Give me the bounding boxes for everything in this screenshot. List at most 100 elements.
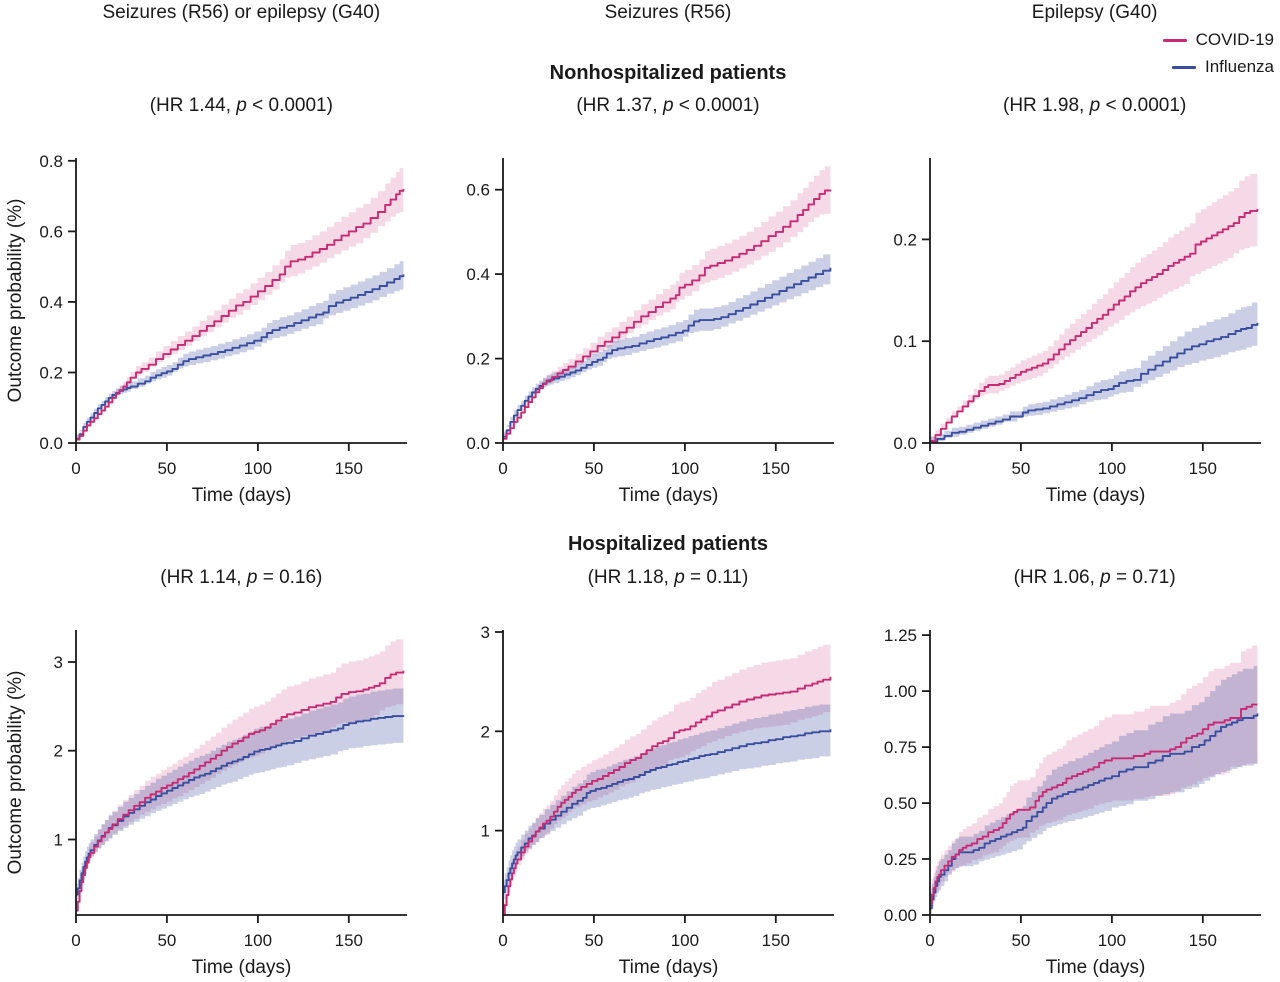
y-axis-label: Outcome probability (%) [5, 199, 26, 403]
column-title-seizures: Seizures (R56) [604, 2, 732, 23]
y-tick-label: 1 [481, 822, 490, 841]
section-title-nonhospitalized: Nonhospitalized patients [549, 62, 787, 84]
x-tick-label: 100 [1098, 459, 1126, 478]
column-title-epilepsy: Epilepsy (G40) [1031, 2, 1158, 23]
x-tick-label: 100 [1098, 931, 1126, 950]
x-axis-label: Time (days) [619, 485, 719, 506]
y-tick-label: 0.2 [39, 364, 63, 383]
x-tick-label: 0 [925, 931, 934, 950]
influenza-confidence-band [930, 300, 1258, 443]
panel-row-nonhospitalized: 0.0 0.2 0.4 0.6 0.8 0 50 100 150 Time (days) Outco… [0, 148, 1280, 506]
hr-annotation-nonhosp-seizures: (HR 1.37, p < 0.0001) [576, 95, 760, 116]
x-axis-label: Time (days) [1046, 485, 1146, 506]
covid-curve [930, 703, 1258, 905]
y-tick-label: 0.50 [884, 794, 917, 813]
covid-confidence-band [76, 637, 404, 915]
y-tick-label: 2 [481, 722, 490, 741]
hr-annotation-nonhosp-combined: (HR 1.44, p < 0.0001) [149, 95, 333, 116]
y-tick-label: 0.2 [466, 350, 490, 369]
panel-row-hospitalized: 1 2 3 0 50 100 150 Time (days) Outcome probabili… [0, 620, 1280, 978]
hr-annotation-hosp-seizures: (HR 1.18, p = 0.11) [587, 567, 749, 588]
influenza-curve [930, 713, 1259, 910]
hr-annotation-row-nonhospitalized: (HR 1.44, p < 0.0001) (HR 1.37, p < 0.00… [0, 95, 1280, 117]
x-axis-label: Time (days) [192, 957, 292, 978]
covid-curve [503, 189, 832, 440]
x-tick-label: 100 [244, 931, 272, 950]
y-tick-label: 0.0 [893, 434, 917, 453]
covid-curve [503, 676, 832, 916]
influenza-curve [503, 729, 832, 894]
y-tick-label: 1 [54, 831, 63, 850]
y-tick-label: 0.4 [466, 265, 490, 284]
influenza-curve [930, 322, 1259, 443]
km-plot-hosp-seizures: 1 2 3 0 50 100 150 Time (days) [481, 623, 834, 978]
y-tick-label: 0.1 [893, 332, 917, 351]
influenza-confidence-band [76, 259, 404, 443]
x-tick-label: 150 [762, 459, 790, 478]
x-axis-label: Time (days) [619, 957, 719, 978]
influenza-curve [76, 274, 405, 440]
influenza-line-swatch [1172, 65, 1196, 69]
x-tick-label: 50 [584, 459, 603, 478]
hr-annotation-hosp-epilepsy: (HR 1.06, p = 0.71) [1013, 567, 1176, 588]
km-plot-nonhosp-seizures-or-epilepsy: 0.0 0.2 0.4 0.6 0.8 0 50 100 150 Time (days) Outco… [5, 152, 407, 506]
x-tick-label: 150 [335, 459, 363, 478]
y-tick-label: 2 [54, 742, 63, 761]
x-tick-label: 0 [498, 459, 507, 478]
legend: COVID-19 Influenza [1162, 30, 1274, 84]
x-axis-label: Time (days) [192, 485, 292, 506]
x-tick-label: 0 [498, 931, 507, 950]
legend-label-influenza: Influenza [1205, 57, 1274, 76]
km-plot-nonhosp-seizures: 0.0 0.2 0.4 0.6 0 50 100 150 Time (days) [466, 158, 834, 506]
covid-confidence-band [503, 641, 831, 915]
influenza-curve [503, 267, 832, 438]
x-tick-label: 150 [1189, 931, 1217, 950]
legend-label-covid19: COVID-19 [1195, 30, 1274, 49]
x-tick-label: 100 [244, 459, 272, 478]
axis-spines [929, 158, 1261, 444]
legend-item-influenza: Influenza [1163, 57, 1274, 77]
x-tick-label: 50 [1011, 459, 1030, 478]
y-tick-label: 1.00 [884, 682, 917, 701]
y-tick-label: 0.0 [466, 434, 490, 453]
x-tick-label: 50 [584, 931, 603, 950]
x-tick-label: 50 [157, 459, 176, 478]
hr-annotation-nonhosp-epilepsy: (HR 1.98, p < 0.0001) [1003, 95, 1187, 116]
x-axis-label: Time (days) [1046, 957, 1146, 978]
influenza-confidence-band [503, 702, 831, 906]
y-tick-label: 0.6 [466, 181, 490, 200]
x-tick-label: 0 [925, 459, 934, 478]
covid-confidence-band [930, 171, 1258, 443]
y-tick-label: 0.8 [39, 152, 63, 171]
covid-confidence-band [503, 165, 831, 443]
influenza-confidence-band [76, 687, 404, 906]
influenza-confidence-band [930, 663, 1258, 915]
x-tick-label: 0 [71, 931, 80, 950]
legend-item-covid19: COVID-19 [1162, 30, 1274, 50]
column-titles-row: Seizures (R56) or epilepsy (G40) Seizure… [0, 2, 1280, 24]
y-tick-label: 0.00 [884, 906, 917, 925]
km-plot-nonhosp-epilepsy: 0.0 0.1 0.2 0 50 100 150 Time (days) [893, 158, 1261, 506]
covid-curve [76, 670, 405, 912]
x-tick-label: 100 [671, 931, 699, 950]
y-tick-label: 0.75 [884, 738, 917, 757]
x-tick-label: 0 [71, 459, 80, 478]
covid-curve [930, 208, 1259, 442]
y-tick-label: 0.4 [39, 293, 63, 312]
x-tick-label: 150 [762, 931, 790, 950]
y-tick-label: 0.6 [39, 222, 63, 241]
y-tick-label: 0.0 [39, 434, 63, 453]
influenza-confidence-band [503, 251, 831, 442]
x-tick-label: 150 [1189, 459, 1217, 478]
y-tick-label: 0.2 [893, 230, 917, 249]
y-tick-label: 1.25 [884, 626, 917, 645]
hr-annotation-hosp-combined: (HR 1.14, p = 0.16) [160, 567, 323, 588]
x-tick-label: 50 [157, 931, 176, 950]
km-plot-hosp-epilepsy: 0.00 0.25 0.50 0.75 1.00 1.25 0 50 100 150 Time (d… [884, 626, 1261, 978]
y-tick-label: 3 [54, 653, 63, 672]
x-tick-label: 100 [671, 459, 699, 478]
y-axis-label: Outcome probability (%) [5, 671, 26, 875]
x-tick-label: 150 [335, 931, 363, 950]
y-tick-label: 0.25 [884, 850, 917, 869]
